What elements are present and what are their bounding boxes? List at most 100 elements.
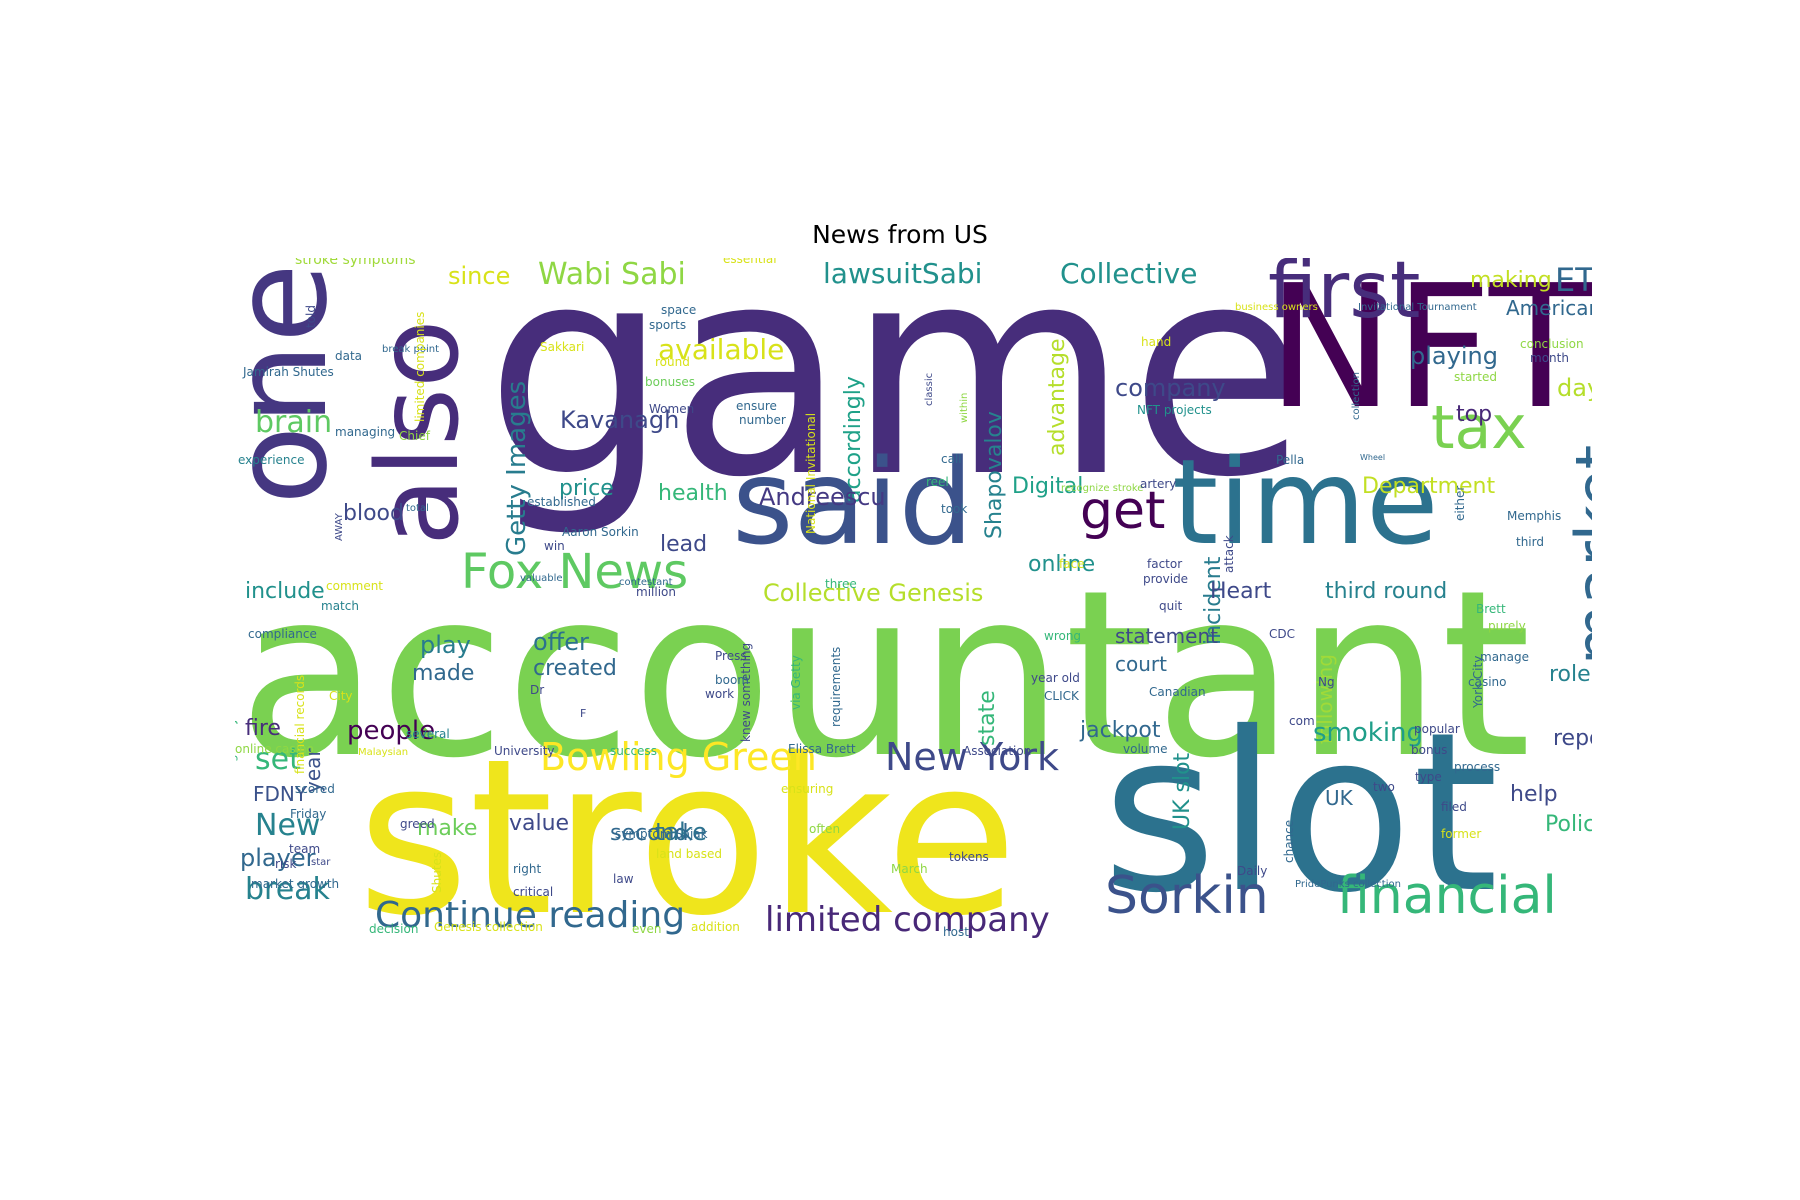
word-win: win (544, 539, 565, 553)
word-chance: chance (1282, 819, 1296, 863)
word-offer: offer (533, 628, 589, 656)
word-sorkin: Sorkin (1105, 866, 1269, 926)
word-university: University (494, 744, 555, 758)
word-tokens: tokens (949, 850, 989, 864)
word-new-york: New York (885, 735, 1060, 779)
word-american: American (1506, 296, 1592, 320)
word-risk: risk (275, 857, 297, 871)
word-first: first (1268, 258, 1421, 336)
word-sports: sports (649, 318, 687, 332)
word-pella: Pella (1276, 453, 1305, 467)
word-state: state (975, 690, 1000, 746)
word-quit: quit (1159, 599, 1183, 613)
word-popular: popular (1414, 722, 1460, 736)
word-third-round: third round (1325, 579, 1448, 604)
word-shutes: Shutes (430, 851, 444, 893)
word-contestant: contestant (619, 577, 673, 588)
word-call: call (941, 452, 962, 466)
word-get: get (1080, 481, 1166, 541)
word-nft: NFT (1267, 258, 1592, 447)
word-provide: provide (1143, 572, 1189, 586)
word-purely: purely (1488, 619, 1526, 633)
word-boom: boom (715, 673, 749, 687)
word-set: set (255, 742, 301, 777)
word-association: Association (963, 744, 1032, 758)
word-jamirah-shutes: Jamirah Shutes (243, 365, 334, 379)
word-playing: playing (1410, 342, 1498, 370)
word-sakkari: Sakkari (540, 340, 585, 354)
word-people: people (347, 716, 436, 746)
word-top: top (1456, 402, 1493, 427)
word-took: took (941, 502, 968, 516)
word-three: three (825, 577, 857, 591)
word-daily: Daily (1237, 864, 1268, 878)
word-canadian: Canadian (1149, 685, 1206, 699)
word-ng: Ng (1318, 675, 1335, 689)
word-financial-records: financial records (293, 674, 307, 774)
word-shapovalov: Shapovalov (982, 411, 1007, 539)
word-wrong: wrong (1044, 629, 1082, 643)
word-success: success (610, 744, 657, 758)
word-several: several (406, 727, 450, 741)
word-total: total (406, 503, 429, 514)
word-new: New (255, 808, 321, 843)
word-reel: reel (926, 475, 949, 489)
word-uk: UK (1325, 786, 1353, 810)
word-former: former (1441, 827, 1482, 841)
word-even: even (632, 922, 662, 936)
word-price: price (559, 476, 614, 501)
word-bonus: bonus (1411, 743, 1448, 757)
word-said: said (732, 433, 974, 571)
word-genesis-collection: Genesis collection (434, 920, 543, 934)
word-memphis: Memphis (1507, 509, 1562, 523)
word-started: started (1454, 370, 1497, 384)
word-elissa-brett: Elissa Brett (788, 742, 856, 756)
word-scored: scored (295, 782, 335, 796)
word-pridepunks-collection: PridePunks collection (1295, 879, 1401, 890)
word-conclusion: conclusion (1520, 337, 1584, 351)
word-limited-companies: limited companies (413, 311, 427, 422)
word-bonuses: bonuses (645, 375, 696, 389)
word-online-casino: online casino (235, 742, 314, 756)
word-made: made (412, 661, 475, 686)
word-recognize-stroke: recognize stroke (1061, 483, 1144, 494)
word-cloud: game accountant stroke slot NFT one said time al… (235, 258, 1592, 964)
word-play: play (420, 631, 471, 659)
word-collective-genesis: Collective Genesis (763, 579, 984, 607)
word-compliance: compliance (248, 627, 317, 641)
word-round: round (655, 355, 690, 369)
word-digital: Digital (1012, 474, 1084, 499)
word-factor: factor (1147, 557, 1183, 571)
word-business-owners: business owners (1235, 302, 1318, 313)
word-third: third (1516, 535, 1544, 549)
word-national-invitational: National Invitational (804, 412, 818, 534)
word-greed: greed (400, 817, 435, 831)
word-experience: experience (238, 453, 305, 467)
word-online: online (1028, 552, 1096, 577)
word-year-old: year old (1031, 671, 1080, 685)
word-slot: slot (1102, 685, 1499, 941)
word-month: month (1530, 351, 1569, 365)
word-chief: Chief (399, 429, 430, 443)
word-space: space (661, 303, 697, 317)
word-via-getty: via Getty (789, 655, 803, 710)
word-day: day (1557, 374, 1592, 402)
word-health: health (658, 481, 728, 506)
word-market: market (1562, 444, 1592, 665)
word-stroke-symptoms: stroke symptoms (295, 258, 416, 268)
word-sajak: Sajak (675, 827, 708, 841)
word-away: AWAY (334, 513, 345, 541)
word-dr: Dr (530, 683, 545, 697)
word-right: right (513, 862, 542, 876)
word-second: second (610, 821, 689, 846)
word-two: two (1373, 780, 1395, 794)
word-casino: casino (1468, 675, 1507, 689)
word-managing: managing (335, 425, 396, 439)
word-one: one (235, 263, 356, 505)
word-host: host (943, 925, 969, 939)
word-valuable: valuable (520, 573, 563, 584)
word-match: match (321, 599, 359, 613)
word-march: March (891, 862, 928, 876)
word-making: making (1470, 268, 1552, 293)
word-value: value (509, 811, 570, 836)
